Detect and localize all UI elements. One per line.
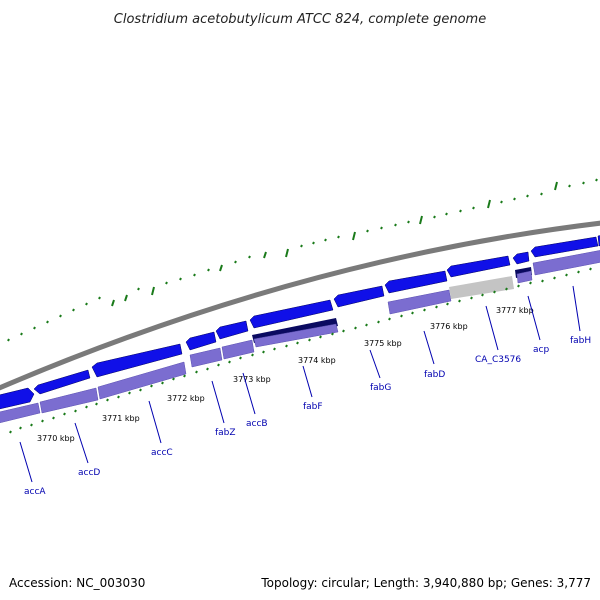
gene-accD[interactable] <box>33 369 91 395</box>
lane-seg-8 <box>516 270 533 284</box>
scale-label-3770: 3770 kbp <box>37 434 75 443</box>
accession-text: Accession: NC_003030 <box>9 576 145 590</box>
lane-seg-3 <box>97 361 187 400</box>
scale-label-3774: 3774 kbp <box>298 356 336 365</box>
gene-CA_C3576[interactable] <box>446 255 511 278</box>
scale-labels: 3770 kbp 3771 kbp 3772 kbp 3773 kbp 3774… <box>37 306 534 443</box>
scale-label-3776: 3776 kbp <box>430 322 468 331</box>
gene-accA[interactable] <box>0 387 35 410</box>
lane-seg-2 <box>39 387 99 414</box>
forward-strand-track <box>0 235 600 410</box>
gene-label-fabZ[interactable]: fabZ <box>215 428 236 438</box>
gene-label-accC[interactable]: accC <box>151 448 173 458</box>
backbone-arc <box>0 220 600 391</box>
gene-acp[interactable] <box>512 251 530 265</box>
lane-seg-6 <box>253 323 339 348</box>
gene-fabD[interactable] <box>384 270 448 294</box>
gc-track-inner <box>9 267 592 434</box>
gene-label-accD[interactable]: accD <box>78 468 100 478</box>
gene-label-fabH[interactable]: fabH <box>570 336 591 346</box>
genome-summary-text: Topology: circular; Length: 3,940,880 bp… <box>260 576 591 590</box>
scale-label-3772: 3772 kbp <box>167 394 205 403</box>
gene-label-fabG[interactable]: fabG <box>370 383 391 393</box>
gene-label-leaders <box>19 285 581 483</box>
gene-fabF[interactable] <box>249 299 334 329</box>
lane-seg-9 <box>532 250 600 276</box>
gene-accC[interactable] <box>91 343 183 378</box>
scale-label-3777: 3777 kbp <box>496 306 534 315</box>
lane-seg-4 <box>189 347 223 368</box>
gene-label-accA[interactable]: accA <box>24 487 46 497</box>
gene-fabZ[interactable] <box>185 331 217 351</box>
scale-label-3775: 3775 kbp <box>364 339 402 348</box>
lane-seg-1 <box>0 402 41 424</box>
scale-label-3771: 3771 kbp <box>102 414 140 423</box>
gene-label-CA_C3576[interactable]: CA_C3576 <box>475 355 521 365</box>
scale-label-3773: 3773 kbp <box>233 375 271 384</box>
gene-label-fabF[interactable]: fabF <box>303 402 323 412</box>
map-title: Clostridium acetobutylicum ATCC 824, com… <box>114 12 486 27</box>
gene-fabH[interactable] <box>530 236 599 258</box>
second-lane-track <box>0 250 600 424</box>
gene-label-acp[interactable]: acp <box>533 345 549 355</box>
lane-seg-7 <box>387 289 452 315</box>
gene-label-accB[interactable]: accB <box>246 419 268 429</box>
lane-seg-5 <box>221 339 255 360</box>
gc-track-outer <box>7 178 598 342</box>
gene-accB[interactable] <box>215 320 249 340</box>
gene-labels: accA accD accC fabZ accB fabF fabG fabD … <box>24 336 591 497</box>
gene-fabG[interactable] <box>333 285 385 308</box>
gene-CA_C3576-grey[interactable] <box>449 276 514 299</box>
gene-label-fabD[interactable]: fabD <box>424 370 445 380</box>
